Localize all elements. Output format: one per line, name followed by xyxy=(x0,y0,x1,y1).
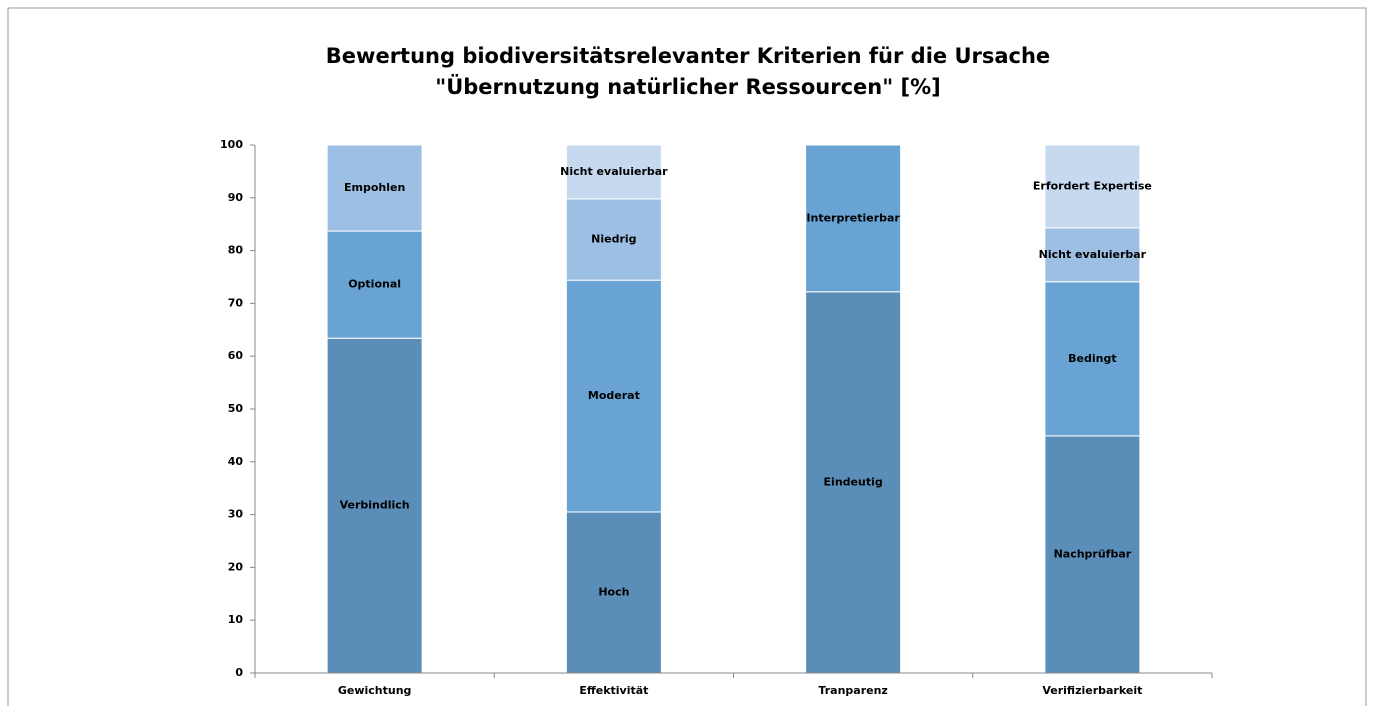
bar-segment xyxy=(1044,281,1141,437)
segment-label: Nachprüfbar xyxy=(1054,547,1132,560)
bar-segment xyxy=(326,230,423,339)
y-tick-label: 20 xyxy=(228,560,244,573)
bar-segment xyxy=(805,291,902,674)
segment-label: Hoch xyxy=(598,585,629,598)
segment-label: Niedrig xyxy=(591,233,636,246)
chart-title: "Übernutzung natürlicher Ressourcen" [%] xyxy=(435,74,940,99)
bar-segment xyxy=(565,279,662,513)
segment-label: Erfordert Expertise xyxy=(1033,179,1152,192)
y-tick-label: 60 xyxy=(228,349,244,362)
bar-segment xyxy=(565,511,662,674)
segment-label: Nicht evaluierbar xyxy=(1039,248,1147,261)
segment-label: Optional xyxy=(348,278,401,291)
x-tick-label: Verifizierbarkeit xyxy=(1042,684,1142,697)
segment-label: Eindeutig xyxy=(824,475,883,488)
y-tick-label: 80 xyxy=(228,244,244,257)
x-tick-label: Tranparenz xyxy=(818,684,887,697)
segment-label: Bedingt xyxy=(1068,352,1116,365)
segment-label: Verbindlich xyxy=(340,499,410,512)
bar-segment xyxy=(805,144,902,293)
y-tick-label: 40 xyxy=(228,455,244,468)
bar-segment xyxy=(1044,435,1141,674)
segment-label: Moderat xyxy=(588,389,640,402)
y-tick-label: 100 xyxy=(220,138,243,151)
segment-label: Nicht evaluierbar xyxy=(560,165,668,178)
chart-title: Bewertung biodiversitätsrelevanter Krite… xyxy=(326,44,1050,68)
bar-segment xyxy=(1044,144,1141,229)
bar-segment xyxy=(1044,227,1141,283)
y-tick-label: 50 xyxy=(228,402,244,415)
segment-label: Interpretierbar xyxy=(806,211,900,224)
bar-segment xyxy=(326,144,423,232)
y-tick-label: 0 xyxy=(235,666,243,679)
segment-label: Empohlen xyxy=(344,181,405,194)
y-tick-label: 10 xyxy=(228,613,244,626)
bar-segment xyxy=(326,337,423,674)
y-tick-label: 30 xyxy=(228,508,244,521)
x-tick-label: Effektivität xyxy=(579,684,648,697)
y-tick-label: 90 xyxy=(228,191,244,204)
bar-segment xyxy=(565,144,662,200)
chart-frame xyxy=(7,7,1367,706)
x-tick-label: Gewichtung xyxy=(338,684,412,697)
y-tick-label: 70 xyxy=(228,296,244,309)
